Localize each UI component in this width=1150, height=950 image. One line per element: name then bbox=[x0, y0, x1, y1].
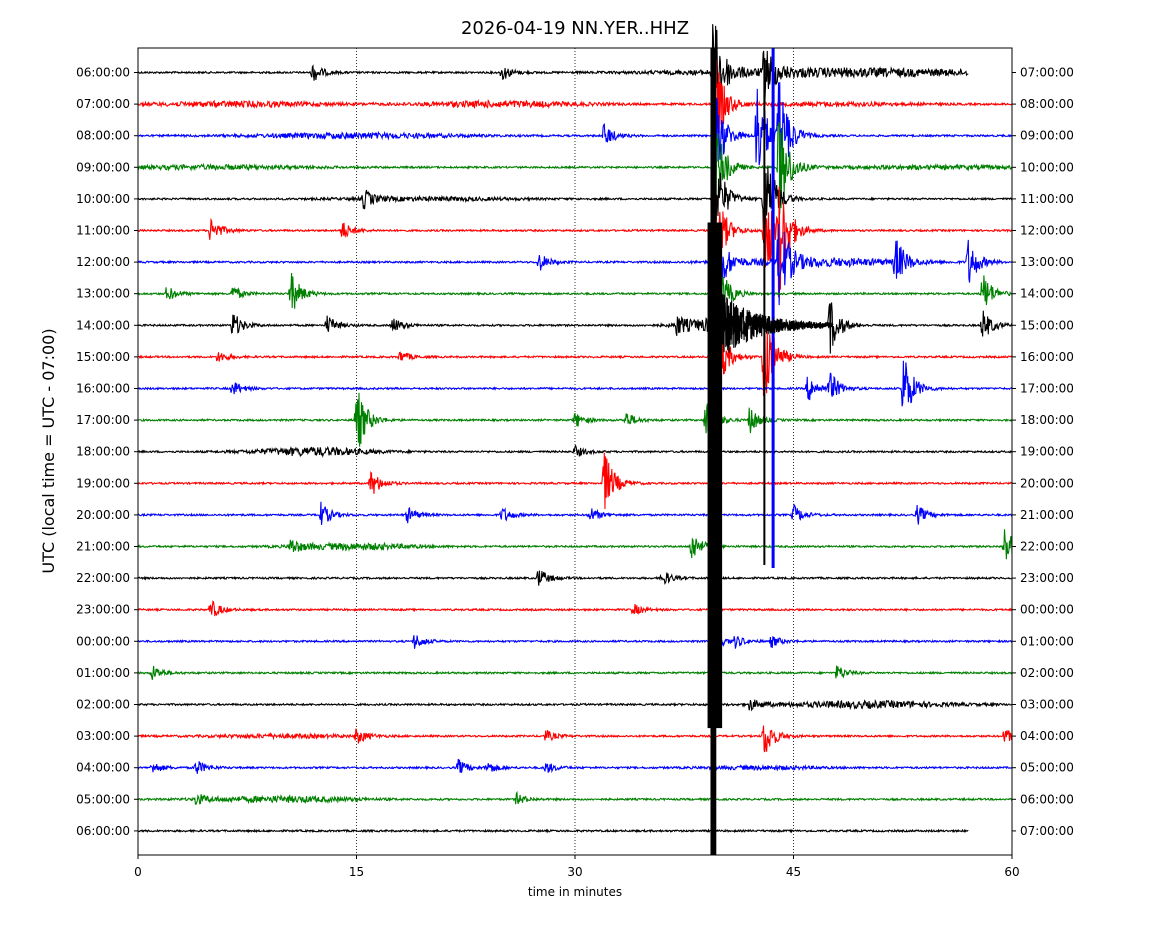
y-tick-label-left: 08:00:00 bbox=[76, 129, 130, 143]
x-tick-label: 0 bbox=[134, 865, 142, 879]
y-tick-label-right: 15:00:00 bbox=[1020, 318, 1074, 332]
y-tick-label-right: 11:00:00 bbox=[1020, 192, 1074, 206]
y-tick-label-left: 04:00:00 bbox=[76, 761, 130, 775]
trace-row-19 bbox=[137, 665, 1013, 680]
trace-row-13 bbox=[137, 452, 1013, 509]
y-tick-label-left: 05:00:00 bbox=[76, 792, 130, 806]
trace-row-16 bbox=[137, 570, 1013, 586]
y-tick-label-right: 09:00:00 bbox=[1020, 129, 1074, 143]
y-tick-label-left: 06:00:00 bbox=[76, 66, 130, 80]
x-tick-label: 45 bbox=[786, 865, 801, 879]
trace-row-0 bbox=[137, 24, 969, 109]
x-tick-label: 15 bbox=[349, 865, 364, 879]
y-axis-label: UTC (local time = UTC - 07:00) bbox=[39, 328, 58, 573]
y-tick-label-right: 03:00:00 bbox=[1020, 698, 1074, 712]
y-tick-label-right: 10:00:00 bbox=[1020, 160, 1074, 174]
y-tick-label-right: 19:00:00 bbox=[1020, 445, 1074, 459]
y-tick-label-left: 06:00:00 bbox=[76, 824, 130, 838]
y-tick-label-right: 00:00:00 bbox=[1020, 603, 1074, 617]
coda-row-14 bbox=[715, 291, 834, 356]
y-tick-label-right: 04:00:00 bbox=[1020, 729, 1074, 743]
y-tick-label-left: 09:00:00 bbox=[76, 160, 130, 174]
trace-row-5 bbox=[137, 183, 1013, 298]
y-tick-label-left: 20:00:00 bbox=[76, 508, 130, 522]
trace-row-9 bbox=[137, 309, 1013, 408]
trace-row-6 bbox=[137, 211, 1013, 306]
y-tick-label-left: 22:00:00 bbox=[76, 571, 130, 585]
y-tick-label-right: 06:00:00 bbox=[1020, 792, 1074, 806]
trace-row-12 bbox=[137, 444, 1013, 458]
y-tick-label-right: 02:00:00 bbox=[1020, 666, 1074, 680]
y-tick-label-right: 14:00:00 bbox=[1020, 287, 1074, 301]
trace-group bbox=[137, 24, 1013, 834]
y-tick-label-right: 18:00:00 bbox=[1020, 413, 1074, 427]
large-event-overlay bbox=[707, 48, 834, 855]
mainshock-core bbox=[707, 222, 723, 729]
y-tick-label-left: 00:00:00 bbox=[76, 634, 130, 648]
y-tick-label-right: 17:00:00 bbox=[1020, 382, 1074, 396]
y-tick-label-left: 16:00:00 bbox=[76, 382, 130, 396]
trace-row-21 bbox=[137, 725, 1013, 753]
x-tick-label: 60 bbox=[1004, 865, 1019, 879]
y-tick-label-left: 11:00:00 bbox=[76, 224, 130, 238]
trace-row-22 bbox=[137, 758, 1013, 774]
trace-row-8 bbox=[137, 302, 1013, 354]
trace-row-1 bbox=[137, 59, 1013, 158]
y-tick-label-left: 17:00:00 bbox=[76, 413, 130, 427]
y-tick-label-left: 15:00:00 bbox=[76, 350, 130, 364]
trace-row-10 bbox=[137, 360, 1013, 407]
trace-row-11 bbox=[137, 392, 1013, 447]
y-tick-label-left: 03:00:00 bbox=[76, 729, 130, 743]
trace-row-20 bbox=[137, 698, 1013, 712]
trace-row-23 bbox=[137, 790, 1013, 806]
y-tick-label-left: 07:00:00 bbox=[76, 97, 130, 111]
trace-row-18 bbox=[137, 633, 1013, 650]
trace-row-24 bbox=[137, 828, 969, 834]
y-tick-label-left: 19:00:00 bbox=[76, 476, 130, 490]
axis-ticks: 06:00:00 07:00:00 07:00:00 08:00:00 08:00:00… bbox=[76, 66, 1074, 880]
y-tick-label-left: 01:00:00 bbox=[76, 666, 130, 680]
y-tick-label-right: 08:00:00 bbox=[1020, 97, 1074, 111]
trace-row-17 bbox=[137, 600, 1013, 617]
y-tick-label-left: 02:00:00 bbox=[76, 698, 130, 712]
x-tick-label: 30 bbox=[567, 865, 582, 879]
y-tick-label-left: 14:00:00 bbox=[76, 318, 130, 332]
y-tick-label-right: 05:00:00 bbox=[1020, 761, 1074, 775]
y-tick-label-left: 21:00:00 bbox=[76, 540, 130, 554]
x-axis-label: time in minutes bbox=[528, 885, 622, 899]
y-tick-label-right: 07:00:00 bbox=[1020, 66, 1074, 80]
y-tick-label-right: 13:00:00 bbox=[1020, 255, 1074, 269]
y-tick-label-right: 16:00:00 bbox=[1020, 350, 1074, 364]
y-tick-label-right: 21:00:00 bbox=[1020, 508, 1074, 522]
y-tick-label-left: 23:00:00 bbox=[76, 603, 130, 617]
trace-row-4 bbox=[137, 165, 1013, 248]
y-tick-label-left: 18:00:00 bbox=[76, 445, 130, 459]
y-tick-label-right: 12:00:00 bbox=[1020, 224, 1074, 238]
y-tick-label-right: 20:00:00 bbox=[1020, 476, 1074, 490]
trace-row-3 bbox=[137, 113, 1013, 217]
y-tick-label-right: 23:00:00 bbox=[1020, 571, 1074, 585]
trace-row-2 bbox=[137, 82, 1013, 180]
trace-row-14 bbox=[137, 501, 1013, 525]
chart-title: 2026-04-19 NN.YER..HHZ bbox=[461, 18, 689, 39]
y-tick-label-right: 22:00:00 bbox=[1020, 540, 1074, 554]
trace-row-15 bbox=[137, 529, 1013, 560]
y-tick-label-right: 01:00:00 bbox=[1020, 634, 1074, 648]
y-tick-label-left: 13:00:00 bbox=[76, 287, 130, 301]
trace-row-7 bbox=[137, 252, 1013, 341]
y-tick-label-left: 12:00:00 bbox=[76, 255, 130, 269]
y-tick-label-left: 10:00:00 bbox=[76, 192, 130, 206]
y-tick-label-right: 07:00:00 bbox=[1020, 824, 1074, 838]
grid-lines bbox=[356, 48, 794, 855]
